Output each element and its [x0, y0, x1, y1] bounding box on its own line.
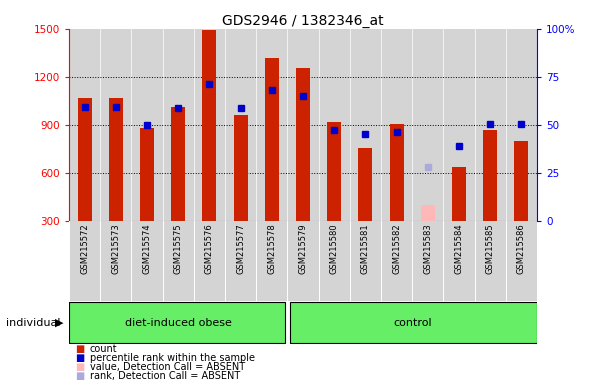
Text: ■: ■	[75, 371, 84, 381]
Text: GSM215575: GSM215575	[174, 223, 182, 274]
Bar	[171, 107, 185, 221]
Text: GSM215579: GSM215579	[299, 223, 308, 274]
Text: GSM215585: GSM215585	[485, 223, 494, 274]
Bar	[77, 98, 92, 221]
Bar	[233, 115, 248, 221]
Bar	[358, 148, 373, 221]
Text: GSM215582: GSM215582	[392, 223, 401, 274]
Text: GSM215572: GSM215572	[80, 223, 89, 274]
Bar	[350, 221, 381, 301]
Text: ▶: ▶	[55, 318, 63, 328]
Bar	[69, 302, 285, 343]
Bar	[163, 29, 194, 221]
Text: individual: individual	[6, 318, 61, 328]
Bar	[100, 29, 131, 221]
Bar	[412, 29, 443, 221]
Text: ■: ■	[75, 353, 84, 363]
Bar	[256, 29, 287, 221]
Bar	[327, 122, 341, 221]
Text: control: control	[393, 318, 431, 328]
Bar	[483, 129, 497, 221]
Bar	[475, 221, 506, 301]
Bar	[319, 29, 350, 221]
Text: count: count	[90, 344, 118, 354]
Bar	[381, 221, 412, 301]
Text: ■: ■	[75, 344, 84, 354]
Bar	[194, 221, 225, 301]
Bar	[265, 58, 279, 221]
Bar	[202, 30, 217, 221]
Bar	[319, 221, 350, 301]
Text: GSM215578: GSM215578	[267, 223, 276, 274]
Bar	[389, 124, 404, 221]
Bar	[296, 68, 310, 221]
Text: GSM215580: GSM215580	[330, 223, 338, 274]
Bar	[225, 221, 256, 301]
Text: GSM215584: GSM215584	[455, 223, 464, 274]
Bar	[225, 29, 256, 221]
Bar	[514, 141, 529, 221]
Text: GSM215577: GSM215577	[236, 223, 245, 274]
Bar	[443, 29, 475, 221]
Text: value, Detection Call = ABSENT: value, Detection Call = ABSENT	[90, 362, 245, 372]
Title: GDS2946 / 1382346_at: GDS2946 / 1382346_at	[222, 14, 384, 28]
Text: ■: ■	[75, 362, 84, 372]
Bar	[290, 302, 537, 343]
Bar	[287, 29, 319, 221]
Text: rank, Detection Call = ABSENT: rank, Detection Call = ABSENT	[90, 371, 240, 381]
Bar	[109, 98, 123, 221]
Bar	[256, 221, 287, 301]
Bar	[506, 29, 537, 221]
Bar	[131, 221, 163, 301]
Bar	[421, 205, 435, 221]
Bar	[194, 29, 225, 221]
Text: GSM215583: GSM215583	[424, 223, 432, 274]
Bar	[100, 221, 131, 301]
Bar	[287, 221, 319, 301]
Bar	[475, 29, 506, 221]
Bar	[506, 221, 537, 301]
Bar	[412, 221, 443, 301]
Bar	[350, 29, 381, 221]
Bar	[381, 29, 412, 221]
Bar	[452, 167, 466, 221]
Bar	[69, 221, 100, 301]
Text: GSM215576: GSM215576	[205, 223, 214, 274]
Text: GSM215586: GSM215586	[517, 223, 526, 274]
Bar	[443, 221, 475, 301]
Bar	[69, 29, 100, 221]
Text: percentile rank within the sample: percentile rank within the sample	[90, 353, 255, 363]
Text: GSM215581: GSM215581	[361, 223, 370, 274]
Bar	[163, 221, 194, 301]
Bar	[131, 29, 163, 221]
Text: diet-induced obese: diet-induced obese	[125, 318, 232, 328]
Text: GSM215573: GSM215573	[112, 223, 120, 274]
Text: GSM215574: GSM215574	[143, 223, 151, 274]
Bar	[140, 128, 154, 221]
